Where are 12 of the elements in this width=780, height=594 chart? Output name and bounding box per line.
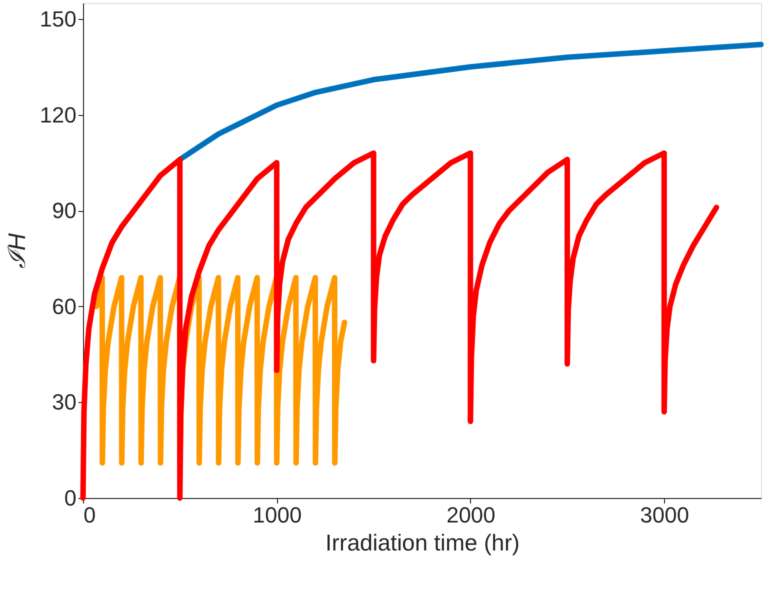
y-axis-title: ℐH xyxy=(4,232,31,269)
y-tick-label: 90 xyxy=(52,198,76,224)
x-tick-label: 3000 xyxy=(640,502,690,528)
x-tick-label: 1000 xyxy=(252,502,302,528)
y-tick-label: 150 xyxy=(40,6,76,32)
x-axis-title: Irradiation time (hr) xyxy=(325,530,520,556)
x-tick-label: 2000 xyxy=(446,502,496,528)
y-tick-label: 120 xyxy=(40,102,76,128)
y-tick-label: 0 xyxy=(64,486,76,510)
y-tick-label: 30 xyxy=(52,390,76,415)
x-tick-label: 0 xyxy=(84,502,96,528)
y-tick-label: 60 xyxy=(52,294,76,319)
